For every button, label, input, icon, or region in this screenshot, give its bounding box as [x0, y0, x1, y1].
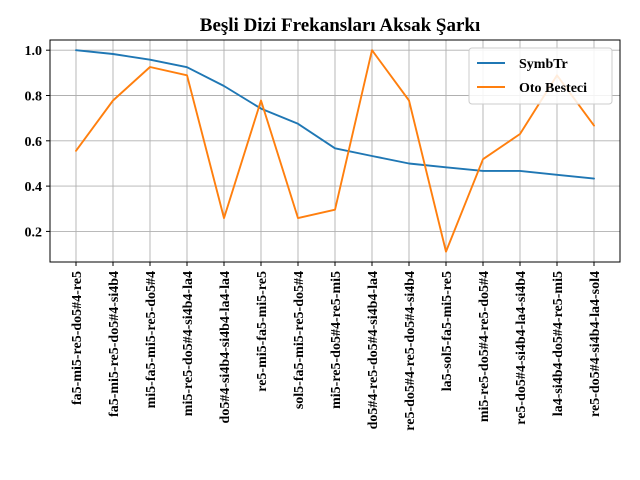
legend: SymbTr Oto Besteci	[468, 47, 613, 105]
y-tick-label: 0.2	[25, 225, 43, 240]
y-axis: 0.2 0.4 0.6 0.8 1.0	[25, 44, 50, 240]
grid	[50, 40, 620, 262]
y-tick-label: 0.4	[25, 180, 43, 195]
x-tick-label: fa5-mi5-re5-do5#4-si4b4	[107, 271, 122, 417]
x-tick-label: mi5-re5-do5#4-re5-mi5	[329, 271, 344, 409]
x-axis: fa5-mi5-re5-do5#4-re5 fa5-mi5-re5-do5#4-s…	[70, 262, 603, 431]
x-tick-label: mi5-re5-do5#4-si4b4-la4	[181, 271, 196, 416]
legend-label: Oto Besteci	[519, 81, 587, 96]
x-tick-label: la4-si4b4-do5#4-re5-mi5	[551, 271, 566, 416]
series-line-symbtr	[75, 49, 595, 180]
x-tick-label: re5-do5#4-si4b4-la4-sol4	[588, 271, 603, 417]
x-tick-label: mi5-re5-do5#4-re5-do5#4	[477, 271, 492, 422]
series-line-oto-besteci	[75, 49, 595, 253]
x-tick-label: la5-sol5-fa5-mi5-re5	[440, 271, 455, 391]
y-tick-label: 0.8	[25, 90, 43, 105]
x-tick-label: do5#4-re5-do5#4-si4b4-la4	[366, 271, 381, 429]
x-tick-label: sol5-fa5-mi5-re5-do5#4	[292, 271, 307, 409]
y-tick-label: 0.6	[25, 135, 43, 150]
series-lines	[75, 49, 595, 253]
y-tick-label: 1.0	[25, 44, 43, 59]
x-tick-label: mi5-fa5-mi5-re5-do5#4	[144, 271, 159, 408]
x-tick-label: re5-do5#4-re5-do5#4-si4b4	[403, 271, 418, 431]
chart-title: Beşli Dizi Frekansları Aksak Şarkı	[200, 15, 480, 36]
x-tick-label: do5#4-si4b4-si4b4-la4-la4	[218, 271, 233, 423]
x-tick-label: fa5-mi5-re5-do5#4-re5	[70, 271, 85, 405]
x-tick-label: re5-mi5-fa5-mi5-re5	[255, 271, 270, 392]
x-tick-label: re5-do5#4-si4b4-la4-si4b4	[514, 271, 529, 425]
legend-label: SymbTr	[519, 57, 568, 72]
